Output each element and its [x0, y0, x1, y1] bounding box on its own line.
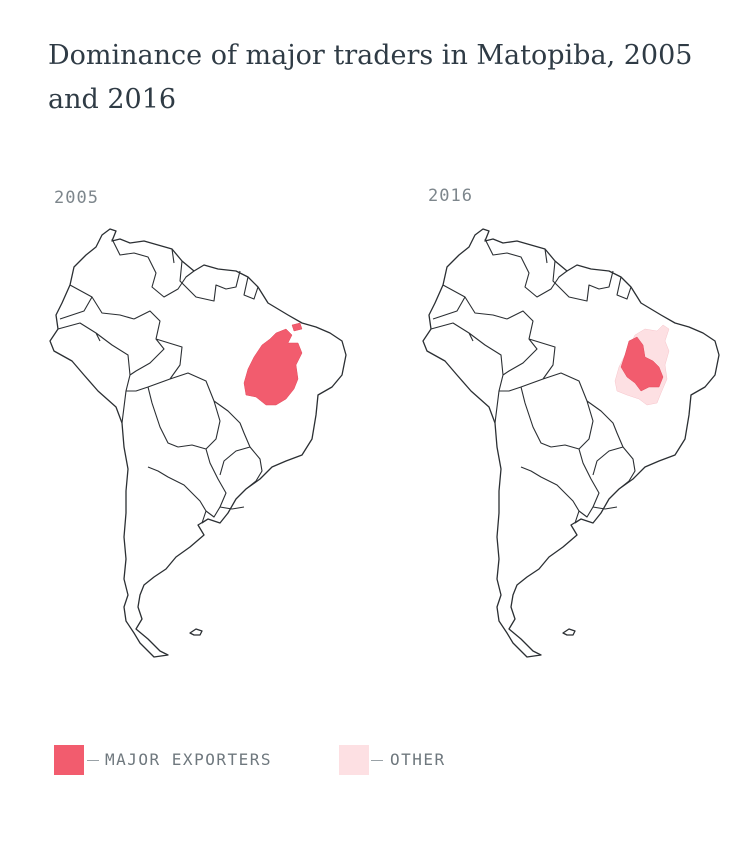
south-america-landmass	[422, 228, 720, 658]
country-borders	[57, 238, 263, 524]
legend-tick-major-exporters	[87, 760, 99, 761]
legend-tick-other	[371, 760, 383, 761]
major-exporters-region-2005-small	[291, 322, 303, 332]
map-label-2016: 2016	[428, 186, 473, 206]
legend-swatch-other	[339, 745, 369, 775]
legend-label-major-exporters: MAJOR EXPORTERS	[105, 750, 272, 769]
country-borders	[430, 238, 636, 524]
falkland-islands	[189, 628, 203, 636]
major-exporters-region-2016	[620, 336, 664, 392]
chart-title: Dominance of major traders in Matopiba, …	[48, 40, 693, 115]
south-america-map-2016	[422, 228, 720, 658]
map-label-2005: 2005	[54, 188, 99, 208]
legend-swatch-major-exporters	[54, 745, 84, 775]
major-exporters-region-2005	[243, 328, 303, 406]
south-america-landmass	[49, 228, 347, 658]
legend-label-other: OTHER	[390, 750, 446, 769]
falkland-islands	[562, 628, 576, 636]
south-america-map-2005	[49, 228, 347, 658]
